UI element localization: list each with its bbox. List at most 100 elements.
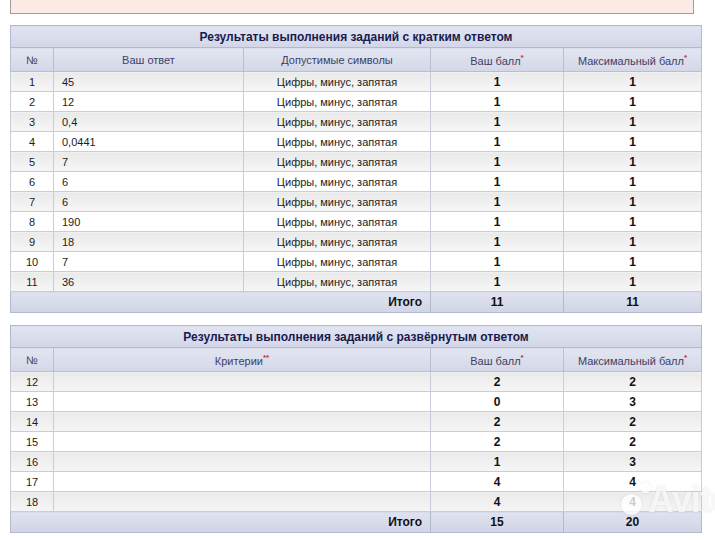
cell-max-score: 1 (564, 192, 702, 212)
short-answer-table-title: Результаты выполнения заданий с кратким … (11, 26, 702, 48)
cell-task-number: 12 (11, 372, 54, 392)
total-your-score: 15 (431, 512, 564, 533)
cell-allowed-symbols: Цифры, минус, запятая (244, 112, 431, 132)
detailed-answer-table: Результаты выполнения заданий с развёрну… (10, 325, 702, 533)
total-label: Итого (11, 292, 431, 313)
cell-your-answer: 12 (54, 92, 244, 112)
cell-allowed-symbols: Цифры, минус, запятая (244, 172, 431, 192)
cell-max-score: 2 (564, 372, 702, 392)
cell-your-score: 1 (431, 152, 564, 172)
cell-max-score: 1 (564, 232, 702, 252)
table-row: 107Цифры, минус, запятая11 (11, 252, 702, 272)
cell-task-number: 14 (11, 412, 54, 432)
cell-your-score: 1 (431, 232, 564, 252)
cell-criteria (54, 432, 431, 452)
cell-max-score: 3 (564, 392, 702, 412)
short-answer-tbody: 145Цифры, минус, запятая11212Цифры, мину… (11, 72, 702, 292)
cell-your-score: 4 (431, 472, 564, 492)
cell-max-score: 2 (564, 432, 702, 452)
cell-task-number: 6 (11, 172, 54, 192)
cell-allowed-symbols: Цифры, минус, запятая (244, 192, 431, 212)
column-header-number: № (11, 348, 54, 372)
cell-task-number: 7 (11, 192, 54, 212)
cell-your-answer: 190 (54, 212, 244, 232)
detailed-answer-tbody: 1222130314221522161317441844 (11, 372, 702, 512)
table-row: 57Цифры, минус, запятая11 (11, 152, 702, 172)
cell-task-number: 11 (11, 272, 54, 292)
column-header-max-score: Максимальный балл* (564, 48, 702, 72)
table-row: 212Цифры, минус, запятая11 (11, 92, 702, 112)
column-header-max-score: Максимальный балл* (564, 348, 702, 372)
short-answer-table-header-row: № Ваш ответ Допустимые символы Ваш балл*… (11, 48, 702, 72)
cell-task-number: 16 (11, 452, 54, 472)
table-row: 76Цифры, минус, запятая11 (11, 192, 702, 212)
cell-your-score: 1 (431, 272, 564, 292)
cell-your-answer: 6 (54, 172, 244, 192)
results-report: Результаты выполнения заданий с кратким … (10, 25, 702, 533)
cell-your-score: 1 (431, 92, 564, 112)
table-row: 1136Цифры, минус, запятая11 (11, 272, 702, 292)
cell-max-score: 1 (564, 172, 702, 192)
cell-your-score: 2 (431, 432, 564, 452)
column-header-your-score-label: Ваш балл (470, 54, 520, 66)
cell-max-score: 1 (564, 152, 702, 172)
table-row: 1613 (11, 452, 702, 472)
short-answer-table: Результаты выполнения заданий с кратким … (10, 25, 702, 313)
cell-your-score: 1 (431, 212, 564, 232)
footnote-asterisk: * (521, 53, 524, 62)
cell-max-score: 1 (564, 92, 702, 112)
table-row: 918Цифры, минус, запятая11 (11, 232, 702, 252)
column-header-your-score-label: Ваш балл (470, 354, 520, 366)
total-your-score: 11 (431, 292, 564, 313)
footnote-asterisk: * (684, 53, 687, 62)
table-row: 145Цифры, минус, запятая11 (11, 72, 702, 92)
cell-your-score: 2 (431, 372, 564, 392)
table-row: 1422 (11, 412, 702, 432)
column-header-criteria: Критерии** (54, 348, 431, 372)
cell-allowed-symbols: Цифры, минус, запятая (244, 72, 431, 92)
cell-your-answer: 6 (54, 192, 244, 212)
table-row: 8190Цифры, минус, запятая11 (11, 212, 702, 232)
footnote-asterisk: * (684, 353, 687, 362)
cell-your-answer: 7 (54, 152, 244, 172)
cell-your-score: 1 (431, 172, 564, 192)
cell-criteria (54, 412, 431, 432)
column-header-your-answer: Ваш ответ (54, 48, 244, 72)
cell-allowed-symbols: Цифры, минус, запятая (244, 272, 431, 292)
cell-max-score: 1 (564, 72, 702, 92)
cell-your-answer: 36 (54, 272, 244, 292)
short-answer-table-title-row: Результаты выполнения заданий с кратким … (11, 26, 702, 48)
column-header-your-score: Ваш балл* (431, 348, 564, 372)
cell-task-number: 15 (11, 432, 54, 452)
cell-your-score: 1 (431, 72, 564, 92)
total-max-score: 20 (564, 512, 702, 533)
table-row: 12 22 (11, 372, 702, 392)
cell-your-score: 1 (431, 132, 564, 152)
cell-your-score: 1 (431, 252, 564, 272)
cell-your-score: 1 (431, 192, 564, 212)
cell-your-answer: 45 (54, 72, 244, 92)
cell-allowed-symbols: Цифры, минус, запятая (244, 92, 431, 112)
column-header-criteria-label: Критерии (215, 354, 263, 366)
cell-task-number: 4 (11, 132, 54, 152)
table-row: 1522 (11, 432, 702, 452)
detailed-answer-table-title: Результаты выполнения заданий с развёрну… (11, 326, 702, 348)
cell-task-number: 5 (11, 152, 54, 172)
cell-max-score: 2 (564, 412, 702, 432)
cell-your-answer: 0,0441 (54, 132, 244, 152)
cell-allowed-symbols: Цифры, минус, запятая (244, 152, 431, 172)
cell-task-number: 9 (11, 232, 54, 252)
detailed-answer-table-title-row: Результаты выполнения заданий с развёрну… (11, 326, 702, 348)
cell-allowed-symbols: Цифры, минус, запятая (244, 212, 431, 232)
cell-criteria (54, 392, 431, 412)
cell-your-score: 0 (431, 392, 564, 412)
cell-your-score: 4 (431, 492, 564, 512)
cell-criteria (54, 472, 431, 492)
cell-max-score: 4 (564, 492, 702, 512)
top-banner (10, 0, 694, 14)
column-header-max-score-label: Максимальный балл (578, 354, 684, 366)
cell-your-answer: 18 (54, 232, 244, 252)
cell-max-score: 4 (564, 472, 702, 492)
cell-max-score: 1 (564, 132, 702, 152)
footnote-asterisk: ** (263, 353, 269, 362)
